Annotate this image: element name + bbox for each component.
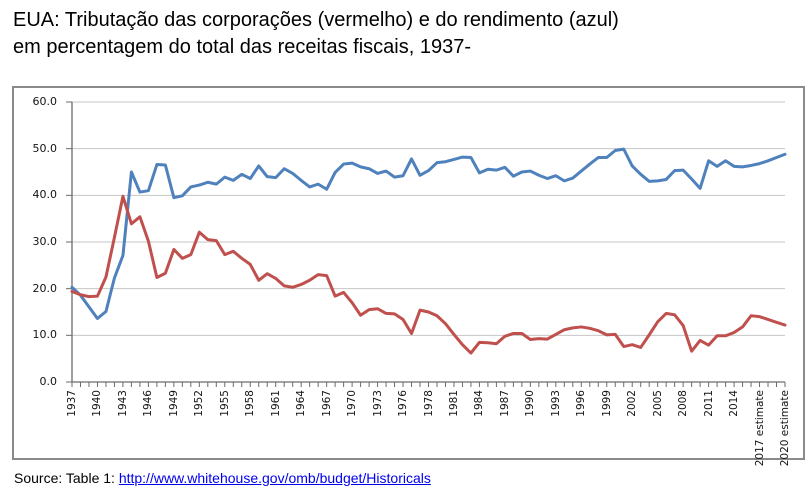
x-axis-tick-label: 1940 bbox=[91, 390, 104, 417]
plot-area bbox=[66, 101, 787, 387]
x-axis-tick-label: 1990 bbox=[524, 390, 537, 417]
x-axis-tick-label: 2020 estimate bbox=[779, 390, 791, 467]
y-axis-tick-label: 60.0 bbox=[32, 95, 58, 108]
x-axis-tick-label: 1952 bbox=[193, 390, 206, 417]
x-axis-tick-label: 2008 bbox=[677, 390, 690, 417]
x-axis-tick-label: 1943 bbox=[116, 390, 129, 417]
x-axis-tick-label: 1961 bbox=[269, 390, 282, 417]
income-tax-line bbox=[70, 147, 787, 321]
y-axis-tick-label: 50.0 bbox=[32, 141, 58, 155]
source-label: Source: Table 1: http://www.whitehouse.g… bbox=[14, 470, 431, 486]
x-axis-tick-label: 1978 bbox=[422, 390, 435, 417]
y-axis-tick-label: 20.0 bbox=[32, 281, 58, 295]
source-prefix: Source: Table 1: bbox=[14, 470, 119, 486]
y-axis-tick-label: 10.0 bbox=[32, 328, 58, 342]
source-link[interactable]: http://www.whitehouse.gov/omb/budget/His… bbox=[118, 470, 431, 486]
x-axis-tick-label: 1958 bbox=[244, 390, 257, 417]
x-axis-tick-label: 1981 bbox=[447, 390, 460, 417]
x-axis-tick-label: 1999 bbox=[600, 390, 613, 417]
x-axis-tick-label: 2005 bbox=[651, 390, 664, 417]
x-axis-tick-label: 1993 bbox=[549, 390, 562, 417]
x-axis-tick-label: 1955 bbox=[218, 390, 231, 417]
x-axis-tick-label: 2011 bbox=[702, 390, 715, 417]
y-axis-tick-label: 40.0 bbox=[32, 188, 58, 202]
x-axis-tick-label: 1996 bbox=[575, 390, 588, 417]
chart-title-line1: EUA: Tributação das corporações (vermelh… bbox=[13, 9, 619, 31]
x-axis-tick-label: 1976 bbox=[397, 390, 410, 417]
x-axis-tick-label: 1967 bbox=[320, 390, 333, 417]
chart-title-line2: em percentagem do total das receitas fis… bbox=[13, 36, 472, 58]
x-axis-tick-label: 2014 bbox=[728, 390, 741, 417]
corporate-tax-line bbox=[70, 194, 787, 355]
y-axis-tick-label: 30.0 bbox=[32, 235, 58, 248]
x-axis-tick-label: 1964 bbox=[295, 390, 308, 417]
x-axis-tick-label: 1946 bbox=[142, 390, 155, 417]
x-axis-tick-label: 1937 bbox=[66, 390, 78, 417]
x-axis-tick-label: 1949 bbox=[167, 390, 180, 417]
y-axis-tick-label: 0.0 bbox=[39, 375, 58, 388]
x-axis-tick-label: 1970 bbox=[346, 390, 359, 417]
x-axis-tick-label: 1973 bbox=[371, 390, 384, 417]
x-axis-tick-label: 2017 estimate bbox=[753, 390, 766, 467]
chart-title: EUA: Tributação das corporações (vermelh… bbox=[13, 7, 619, 61]
x-axis-tick-label: 1984 bbox=[473, 390, 486, 417]
chart-frame: 0.0 10.0 20.0 30.0 40.0 50.0 60.0 1937 1940 1943… bbox=[12, 86, 805, 466]
x-axis-tick-label: 2002 bbox=[626, 390, 639, 417]
x-axis-tick-label: 1987 bbox=[498, 390, 511, 417]
